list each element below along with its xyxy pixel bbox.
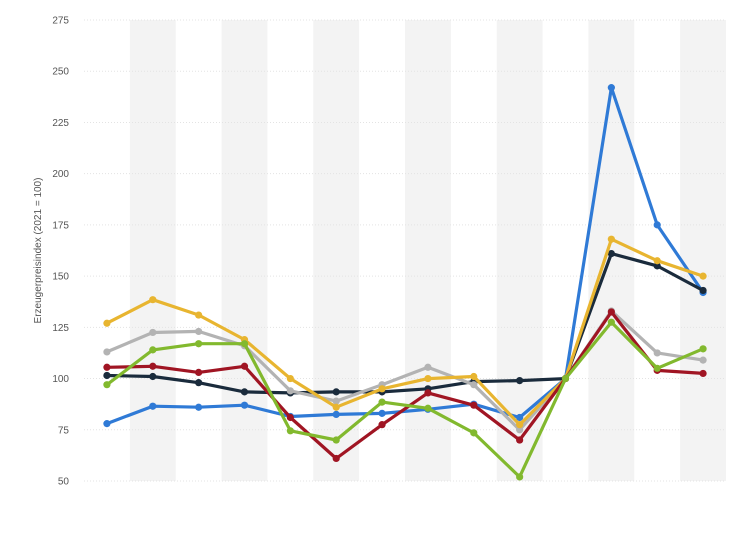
y-tick-label: 275	[52, 16, 69, 27]
data-point[interactable]	[424, 389, 432, 397]
data-point[interactable]	[470, 401, 478, 409]
series-line	[105, 320, 705, 479]
data-point[interactable]	[699, 369, 707, 378]
data-point[interactable]	[240, 388, 249, 396]
data-point[interactable]	[653, 257, 661, 265]
data-point[interactable]	[607, 249, 615, 258]
data-point[interactable]	[378, 421, 386, 429]
data-point[interactable]	[240, 340, 249, 348]
data-point[interactable]	[103, 363, 111, 371]
data-point[interactable]	[286, 427, 294, 435]
data-point[interactable]	[470, 372, 478, 381]
data-point[interactable]	[424, 374, 432, 383]
background-band	[221, 20, 268, 481]
y-tick-label: 175	[52, 220, 69, 231]
y-tick-label: 50	[58, 477, 70, 488]
data-point[interactable]	[561, 374, 570, 383]
data-point[interactable]	[516, 473, 524, 481]
data-point[interactable]	[378, 385, 386, 393]
data-point[interactable]	[149, 362, 157, 370]
data-point[interactable]	[103, 371, 111, 380]
data-point[interactable]	[516, 377, 524, 385]
data-point[interactable]	[149, 346, 157, 354]
data-point[interactable]	[470, 429, 478, 437]
data-point[interactable]	[332, 403, 340, 411]
y-axis-tick-labels: 50 75 100 125 150 175 200 225 250 275	[52, 16, 69, 488]
y-tick-label: 225	[52, 118, 69, 129]
data-point[interactable]	[424, 404, 432, 412]
data-point[interactable]	[332, 397, 340, 405]
data-point[interactable]	[195, 368, 203, 377]
data-point[interactable]	[286, 413, 294, 422]
y-tick-label: 75	[58, 425, 70, 436]
data-point[interactable]	[470, 381, 478, 389]
series-line	[105, 237, 705, 427]
data-point[interactable]	[378, 398, 386, 406]
data-point[interactable]	[149, 402, 157, 410]
y-gridlines	[84, 19, 726, 482]
y-axis-title: Erzeugerpreisindex (2021 = 100)	[33, 178, 44, 324]
data-point[interactable]	[103, 420, 111, 428]
data-point[interactable]	[653, 262, 661, 270]
data-point[interactable]	[699, 356, 707, 364]
data-point[interactable]	[699, 272, 707, 280]
data-point[interactable]	[240, 362, 249, 370]
data-point[interactable]	[378, 409, 386, 417]
y-tick-label: 100	[52, 374, 69, 385]
data-point[interactable]	[332, 388, 340, 396]
y-tick-label: 125	[52, 323, 69, 334]
data-point[interactable]	[516, 421, 524, 429]
series-line	[105, 85, 705, 426]
y-tick-label: 150	[52, 272, 69, 283]
data-point[interactable]	[195, 327, 203, 336]
y-tick-label: 250	[52, 67, 69, 78]
data-point[interactable]	[332, 454, 340, 463]
series-line	[105, 310, 705, 461]
data-point[interactable]	[607, 308, 615, 316]
data-point[interactable]	[424, 363, 432, 371]
data-point[interactable]	[103, 319, 111, 327]
data-point[interactable]	[516, 426, 524, 434]
data-point[interactable]	[195, 379, 203, 387]
data-point[interactable]	[607, 235, 615, 243]
data-point[interactable]	[699, 286, 707, 295]
data-point[interactable]	[699, 345, 707, 353]
data-point[interactable]	[653, 349, 661, 357]
data-point[interactable]	[332, 410, 340, 419]
data-point[interactable]	[332, 436, 340, 444]
data-series	[103, 84, 707, 481]
data-point[interactable]	[103, 348, 111, 356]
series-line	[105, 252, 705, 395]
data-point[interactable]	[516, 436, 524, 444]
data-point[interactable]	[195, 311, 203, 319]
data-point[interactable]	[195, 340, 203, 348]
data-point[interactable]	[607, 318, 615, 326]
data-point[interactable]	[103, 381, 111, 389]
data-point[interactable]	[195, 403, 203, 411]
data-point[interactable]	[653, 221, 661, 229]
data-point[interactable]	[149, 328, 157, 337]
data-point[interactable]	[240, 401, 249, 409]
background-band	[680, 20, 726, 481]
y-tick-label: 200	[52, 169, 69, 180]
data-point[interactable]	[149, 296, 157, 304]
series-6	[103, 318, 707, 481]
data-point[interactable]	[286, 374, 294, 383]
data-point[interactable]	[653, 364, 661, 372]
data-point[interactable]	[149, 372, 157, 381]
data-point[interactable]	[516, 413, 524, 422]
data-point[interactable]	[286, 387, 294, 395]
data-point[interactable]	[607, 84, 615, 92]
